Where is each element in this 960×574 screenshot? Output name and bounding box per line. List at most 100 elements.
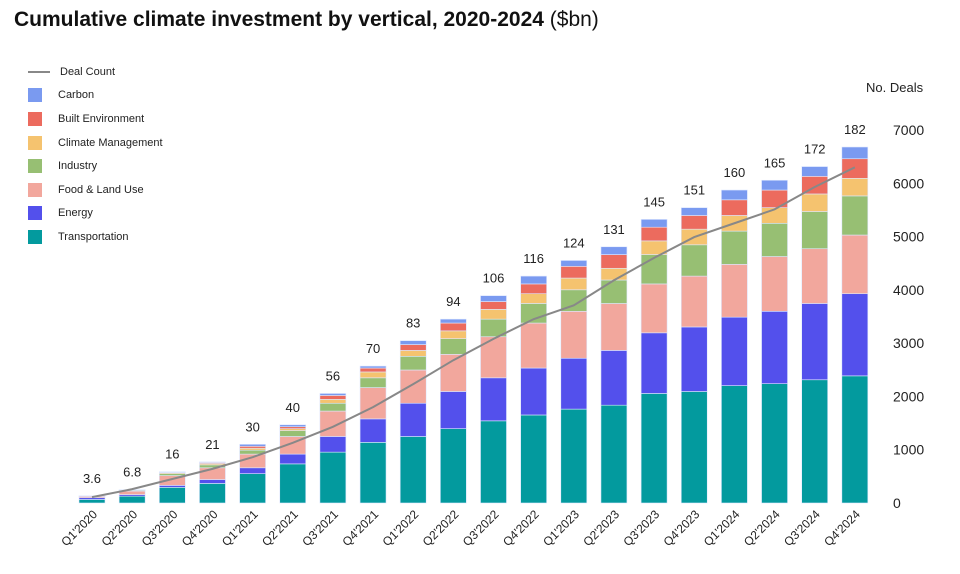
legend-label: Transportation bbox=[58, 230, 129, 243]
x-tick-label: Q4'2020 bbox=[179, 507, 221, 549]
bar-segment-carbon bbox=[801, 166, 829, 177]
legend-label: Carbon bbox=[58, 89, 95, 102]
x-tick-label: Q2'2020 bbox=[99, 507, 141, 549]
deal-count-line bbox=[91, 166, 856, 499]
y2-tick-label: 4000 bbox=[893, 282, 924, 298]
bar-segment-industry bbox=[440, 338, 467, 355]
total-label: 151 bbox=[683, 183, 705, 198]
bar-segment-carbon bbox=[239, 444, 266, 447]
title-main: Cumulative climate investment by vertica… bbox=[14, 8, 544, 31]
total-label: 160 bbox=[724, 165, 746, 180]
legend-line-swatch bbox=[28, 70, 50, 73]
bar-segment-food-land-use bbox=[680, 275, 708, 328]
bar-segment-transportation bbox=[440, 428, 467, 504]
bar-segment-built-environment bbox=[359, 367, 387, 373]
chart-title: Cumulative climate investment by vertica… bbox=[14, 8, 599, 32]
bar-segment-built-environment bbox=[440, 322, 467, 332]
bar-segment-food-land-use bbox=[801, 248, 829, 304]
bar-segment-built-environment bbox=[480, 301, 507, 310]
x-tick-label: Q2'2023 bbox=[580, 507, 622, 549]
total-label: 70 bbox=[366, 341, 380, 356]
total-label: 94 bbox=[446, 294, 460, 309]
legend-label: Deal Count bbox=[60, 65, 116, 78]
x-tick-label: Q3'2023 bbox=[621, 507, 663, 549]
bar-segment-industry bbox=[279, 430, 307, 437]
bar-segment-carbon bbox=[480, 295, 507, 302]
bar-segment-carbon bbox=[279, 424, 307, 428]
bar-segment-energy bbox=[319, 436, 347, 453]
bar-segment-carbon bbox=[600, 246, 628, 255]
bar-segment-food-land-use bbox=[359, 387, 387, 420]
legend-swatch bbox=[28, 111, 42, 126]
bar-segment-food-land-use bbox=[761, 256, 788, 312]
y2-tick-label: 1000 bbox=[893, 442, 924, 458]
bar-segment-climate-management bbox=[801, 193, 829, 212]
total-label: 106 bbox=[483, 271, 505, 286]
legend: Deal Count Carbon Built Environment Clim… bbox=[28, 60, 163, 249]
legend-swatch bbox=[28, 206, 42, 221]
bar-segment-energy bbox=[841, 293, 869, 377]
bar-segment-industry bbox=[680, 244, 708, 277]
bar-segment-built-environment bbox=[560, 266, 588, 279]
legend-swatch bbox=[28, 182, 42, 197]
bar-segment-energy bbox=[279, 453, 307, 465]
bar-segment-climate-management bbox=[841, 178, 869, 197]
total-label: 145 bbox=[643, 194, 665, 209]
total-label: 116 bbox=[523, 251, 544, 266]
bar-segment-transportation bbox=[319, 451, 347, 504]
bar-segment-food-land-use bbox=[520, 322, 547, 369]
total-label: 21 bbox=[205, 437, 219, 452]
x-tick-label: Q4'2023 bbox=[661, 507, 703, 549]
legend-swatch bbox=[28, 229, 42, 244]
bar-segment-energy bbox=[239, 467, 266, 474]
bar-segment-carbon bbox=[399, 340, 427, 345]
bar-segment-transportation bbox=[159, 487, 186, 504]
bar-segment-built-environment bbox=[680, 215, 708, 230]
bar-segment-carbon bbox=[560, 260, 588, 267]
bar-segment-transportation bbox=[399, 436, 427, 504]
bar-segment-industry bbox=[801, 211, 829, 250]
total-label: 182 bbox=[844, 122, 866, 137]
x-tick-label: Q1'2022 bbox=[380, 507, 422, 549]
bar-segment-built-environment bbox=[841, 158, 869, 179]
total-label: 83 bbox=[406, 316, 420, 331]
bar-segment-climate-management bbox=[399, 350, 427, 357]
bar-segment-industry bbox=[640, 254, 668, 285]
legend-food-land-use: Food & Land Use bbox=[28, 178, 163, 202]
bar-segment-built-environment bbox=[399, 344, 427, 351]
bar-segment-industry bbox=[399, 355, 427, 371]
bar-segment-carbon bbox=[440, 318, 467, 324]
bar-segment-industry bbox=[600, 279, 628, 304]
x-tick-label: Q1'2023 bbox=[540, 507, 582, 549]
bar-segment-industry bbox=[841, 195, 869, 236]
bar-segment-transportation bbox=[600, 404, 628, 504]
bar-segment-energy bbox=[520, 367, 547, 416]
bar-segment-energy bbox=[761, 311, 788, 384]
bar-segment-transportation bbox=[359, 442, 387, 504]
total-label: 6.8 bbox=[123, 465, 141, 480]
bar-segment-transportation bbox=[801, 379, 829, 504]
bar-segment-energy bbox=[440, 391, 467, 429]
title-unit: ($bn) bbox=[549, 8, 599, 31]
y2-axis-label: No. Deals bbox=[866, 80, 924, 95]
bar-segment-food-land-use bbox=[721, 264, 748, 318]
x-tick-label: Q3'2024 bbox=[781, 507, 823, 549]
bar-segment-carbon bbox=[640, 219, 668, 228]
x-tick-label: Q1'2020 bbox=[58, 507, 100, 549]
bar-segment-energy bbox=[480, 377, 507, 422]
bar-segment-transportation bbox=[560, 408, 588, 504]
bar-segment-energy bbox=[199, 479, 226, 484]
legend-energy: Energy bbox=[28, 202, 163, 226]
legend-climate-management: Climate Management bbox=[28, 131, 163, 155]
bar-segment-transportation bbox=[841, 375, 869, 504]
legend-label: Climate Management bbox=[58, 136, 163, 149]
legend-swatch bbox=[28, 159, 42, 174]
bar-segment-energy bbox=[600, 350, 628, 406]
total-label: 131 bbox=[603, 222, 625, 237]
legend-built-environment: Built Environment bbox=[28, 107, 163, 131]
total-label: 124 bbox=[563, 235, 585, 250]
x-tick-label: Q3'2021 bbox=[299, 507, 341, 549]
bar-segment-transportation bbox=[721, 385, 748, 504]
bar-segment-built-environment bbox=[721, 199, 748, 216]
